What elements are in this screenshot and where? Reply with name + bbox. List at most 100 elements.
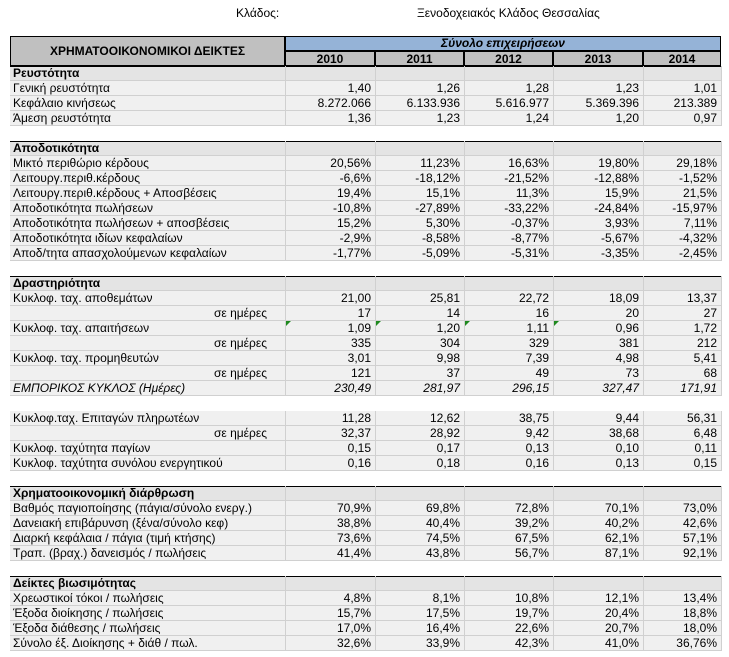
row-label[interactable]: ΕΜΠΟΡΙΚΟΣ ΚΥΚΛΟΣ (Ημέρες) [13, 381, 186, 395]
value-cell[interactable]: 5,30% [425, 216, 460, 230]
value-cell[interactable]: 17 [357, 306, 371, 320]
value-cell[interactable]: 335 [350, 336, 371, 350]
value-cell[interactable]: 16 [535, 306, 549, 320]
value-cell[interactable]: 27 [703, 306, 717, 320]
value-cell[interactable]: 73,6% [336, 531, 371, 545]
value-cell[interactable]: 9,42 [525, 426, 549, 440]
value-cell[interactable]: 171,91 [680, 381, 717, 395]
value-cell[interactable]: 5,41 [693, 351, 717, 365]
row-label[interactable]: σε ημέρες [214, 336, 267, 350]
row-label[interactable]: Κυκλοφ. ταχύτητα παγίων [13, 441, 151, 455]
value-cell[interactable]: 70,1% [604, 501, 639, 515]
value-cell[interactable]: 74,5% [425, 531, 460, 545]
value-cell[interactable]: 0,10 [615, 441, 639, 455]
value-cell[interactable]: -5,09% [421, 246, 460, 260]
value-cell[interactable]: 1,24 [525, 111, 549, 125]
value-cell[interactable]: 87,1% [604, 546, 639, 560]
value-cell[interactable]: 1,72 [693, 321, 717, 335]
row-label[interactable]: Μικτό περιθώριο κέρδους [13, 156, 149, 170]
value-cell[interactable]: -2,9% [339, 231, 371, 245]
value-cell[interactable]: 17,0% [336, 621, 371, 635]
value-cell[interactable]: 38,75 [518, 411, 549, 425]
row-label[interactable]: Άμεση ρευστότητα [13, 111, 111, 125]
value-cell[interactable]: 16,63% [508, 156, 549, 170]
value-cell[interactable]: -1,52% [678, 171, 717, 185]
value-cell[interactable]: 4,8% [343, 591, 371, 605]
row-label[interactable]: Κυκλοφ. ταχ. απαιτήσεων [13, 321, 150, 335]
row-label[interactable]: Λειτουργ.περιθ.κέρδους [13, 171, 141, 185]
value-cell[interactable]: 16,4% [425, 621, 460, 635]
row-label[interactable]: Έξοδα διάθεσης / πωλήσεις [13, 621, 161, 635]
value-cell[interactable]: 0,13 [615, 456, 639, 470]
value-cell[interactable]: 1,28 [525, 81, 549, 95]
value-cell[interactable]: 1,20 [615, 111, 639, 125]
value-cell[interactable]: 0,15 [347, 441, 371, 455]
row-label[interactable]: Βαθμός παγιοποίησης (πάγια/σύνολο ενεργ.… [13, 501, 252, 515]
value-cell[interactable]: 38,8% [336, 516, 371, 530]
value-cell[interactable]: 1,20 [436, 321, 460, 335]
sector-value[interactable]: Ξενοδοχειακός Κλάδος Θεσσαλίας [417, 6, 600, 20]
value-cell[interactable]: 33,9% [425, 636, 460, 650]
row-label[interactable]: Αποδοτικότητα ιδίων κεφαλαίων [13, 231, 183, 245]
value-cell[interactable]: -2,45% [678, 246, 717, 260]
value-cell[interactable]: 11,3% [515, 186, 549, 200]
year-header[interactable]: 2014 [643, 51, 721, 66]
value-cell[interactable]: 1,01 [693, 81, 717, 95]
value-cell[interactable]: 20 [625, 306, 639, 320]
value-cell[interactable]: 0,13 [525, 441, 549, 455]
row-label[interactable]: Αποδοτικότητα πωλήσεων [13, 201, 154, 215]
row-label[interactable]: Κυκλοφ.ταχ. Επιταγών πληρωτέων [13, 411, 200, 425]
value-cell[interactable]: 20,4% [604, 606, 639, 620]
value-cell[interactable]: 19,80% [598, 156, 639, 170]
value-cell[interactable]: 18,0% [682, 621, 717, 635]
value-cell[interactable]: -8,77% [510, 231, 549, 245]
value-cell[interactable]: 12,1% [604, 591, 639, 605]
value-cell[interactable]: 0,96 [615, 321, 639, 335]
value-cell[interactable]: 1,11 [526, 321, 549, 335]
value-cell[interactable]: 17,5% [425, 606, 460, 620]
value-cell[interactable]: -4,32% [678, 231, 717, 245]
value-cell[interactable]: 18,8% [682, 606, 717, 620]
value-cell[interactable]: 49 [535, 366, 549, 380]
value-cell[interactable]: 15,9% [604, 186, 639, 200]
value-cell[interactable]: 22,72 [518, 291, 549, 305]
value-cell[interactable]: -33,22% [504, 201, 549, 215]
value-cell[interactable]: -0,37% [510, 216, 549, 230]
row-label[interactable]: σε ημέρες [214, 426, 267, 440]
section-title[interactable]: Δείκτες βιωσιμότητας [13, 576, 136, 590]
indicators-header[interactable]: ΧΡΗΜΑΤΟΟΙΚΟΝΟΜΙΚΟΙ ΔΕΙΚΤΕΣ [10, 36, 285, 66]
value-cell[interactable]: 0,16 [525, 456, 549, 470]
value-cell[interactable]: 14 [446, 306, 460, 320]
value-cell[interactable]: 304 [439, 336, 460, 350]
section-title[interactable]: Χρηματοοικονομική διάρθρωση [13, 486, 195, 500]
value-cell[interactable]: 56,7% [514, 546, 549, 560]
value-cell[interactable]: 0,18 [436, 456, 460, 470]
group-header[interactable]: Σύνολο επιχειρήσεων [285, 36, 721, 51]
value-cell[interactable]: 25,81 [429, 291, 460, 305]
value-cell[interactable]: -5,67% [600, 231, 639, 245]
row-label[interactable]: Χρεωστικοί τόκοι / πωλήσεις [13, 591, 164, 605]
row-label[interactable]: Δανειακή επιβάρυνση (ξένα/σύνολο κεφ) [13, 516, 229, 530]
value-cell[interactable]: 69,8% [425, 501, 460, 515]
value-cell[interactable]: 73 [625, 366, 639, 380]
value-cell[interactable]: 0,17 [436, 441, 460, 455]
value-cell[interactable]: -5,31% [510, 246, 549, 260]
value-cell[interactable]: -21,52% [504, 171, 549, 185]
value-cell[interactable]: 1,36 [347, 111, 371, 125]
value-cell[interactable]: 0,16 [347, 456, 371, 470]
value-cell[interactable]: 0,97 [693, 111, 717, 125]
value-cell[interactable]: -12,88% [594, 171, 639, 185]
value-cell[interactable]: 41,0% [604, 636, 639, 650]
value-cell[interactable]: 4,98 [615, 351, 639, 365]
value-cell[interactable]: 20,7% [604, 621, 639, 635]
value-cell[interactable]: -8,58% [421, 231, 460, 245]
value-cell[interactable]: 5.369.396 [585, 96, 639, 110]
value-cell[interactable]: 13,4% [682, 591, 717, 605]
row-label[interactable]: Κυκλοφ. ταχύτητα συνόλου ενεργητικού [13, 456, 223, 470]
value-cell[interactable]: 21,5% [682, 186, 717, 200]
value-cell[interactable]: 3,01 [347, 351, 371, 365]
row-label[interactable]: Σύνολο έξ. Διοίκησης + διάθ / πωλ. [13, 636, 198, 650]
value-cell[interactable]: 28,92 [429, 426, 460, 440]
value-cell[interactable]: 9,98 [436, 351, 460, 365]
value-cell[interactable]: 8.272.066 [317, 96, 371, 110]
